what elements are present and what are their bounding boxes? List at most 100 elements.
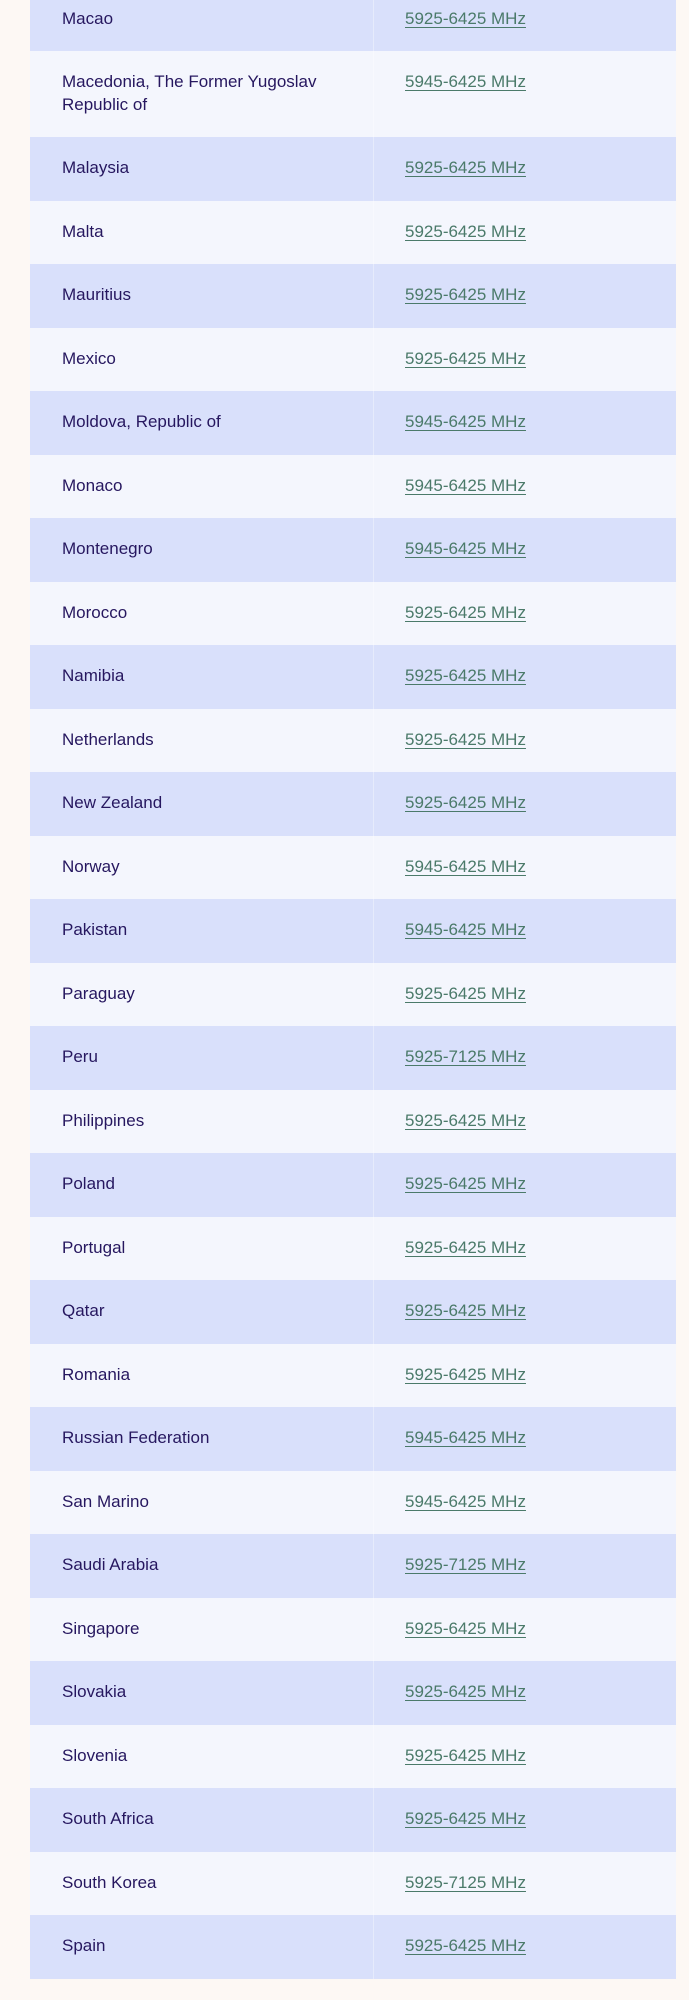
country-cell: Philippines [30, 1089, 374, 1153]
table-row: Philippines 5925-6425 MHz [30, 1089, 676, 1153]
table-row: Mauritius 5925-6425 MHz [30, 264, 676, 328]
table-row: Moldova, Republic of 5945-6425 MHz [30, 391, 676, 455]
country-cell: New Zealand [30, 772, 374, 836]
frequency-band-link[interactable]: 5925-6425 MHz [405, 1237, 526, 1257]
frequency-band-link[interactable]: 5925-6425 MHz [405, 221, 526, 241]
table-row: Spain 5925-6425 MHz [30, 1915, 676, 1979]
frequency-cell: 5925-6425 MHz [373, 645, 676, 709]
table-row: Paraguay 5925-6425 MHz [30, 962, 676, 1026]
country-cell: Saudi Arabia [30, 1534, 374, 1598]
frequency-band-link[interactable]: 5925-6425 MHz [405, 1809, 526, 1828]
country-cell: Monaco [30, 454, 374, 518]
country-cell: Qatar [30, 1280, 374, 1344]
country-cell: San Marino [30, 1470, 374, 1534]
frequency-band-link[interactable]: 5925-6425 MHz [405, 1364, 526, 1384]
frequency-cell: 5925-6425 MHz [373, 1597, 676, 1661]
country-cell: Peru [30, 1026, 374, 1090]
table-row: New Zealand 5925-6425 MHz [30, 772, 676, 836]
frequency-band-link[interactable]: 5945-6425 MHz [405, 539, 526, 558]
frequency-cell: 5925-6425 MHz [373, 1915, 676, 1979]
frequency-band-link[interactable]: 5925-6425 MHz [405, 793, 526, 812]
frequency-cell: 5945-6425 MHz [373, 518, 676, 582]
frequency-band-link[interactable]: 5925-6425 MHz [405, 1745, 526, 1765]
country-cell: Poland [30, 1153, 374, 1217]
table-row: South Korea 5925-7125 MHz [30, 1851, 676, 1915]
table-row: Malta 5925-6425 MHz [30, 200, 676, 264]
country-cell: South Africa [30, 1788, 374, 1852]
country-frequency-table: Macao 5925-6425 MHz Macedonia, The Former … [30, 0, 676, 1979]
frequency-band-link[interactable]: 5925-6425 MHz [405, 1936, 526, 1955]
country-cell: Slovakia [30, 1661, 374, 1725]
table-row: Portugal 5925-6425 MHz [30, 1216, 676, 1280]
frequency-band-link[interactable]: 5925-7125 MHz [405, 1872, 526, 1892]
frequency-cell: 5925-6425 MHz [373, 1216, 676, 1280]
frequency-cell: 5925-6425 MHz [373, 0, 676, 51]
frequency-cell: 5925-6425 MHz [373, 1280, 676, 1344]
frequency-cell: 5945-6425 MHz [373, 835, 676, 899]
frequency-cell: 5925-6425 MHz [373, 962, 676, 1026]
frequency-band-link[interactable]: 5945-6425 MHz [405, 856, 526, 876]
frequency-cell: 5945-6425 MHz [373, 1407, 676, 1471]
frequency-band-link[interactable]: 5925-6425 MHz [405, 1110, 526, 1130]
table-row: Slovakia 5925-6425 MHz [30, 1661, 676, 1725]
frequency-band-link[interactable]: 5925-6425 MHz [405, 1682, 526, 1701]
frequency-band-link[interactable]: 5945-6425 MHz [405, 1428, 526, 1447]
frequency-cell: 5945-6425 MHz [373, 454, 676, 518]
table-row: Namibia 5925-6425 MHz [30, 645, 676, 709]
frequency-band-link[interactable]: 5925-6425 MHz [405, 1618, 526, 1638]
country-cell: Romania [30, 1343, 374, 1407]
country-cell: Paraguay [30, 962, 374, 1026]
frequency-band-link[interactable]: 5925-6425 MHz [405, 1174, 526, 1193]
frequency-band-link[interactable]: 5925-6425 MHz [405, 158, 526, 177]
frequency-cell: 5925-7125 MHz [373, 1026, 676, 1090]
table-row: Slovenia 5925-6425 MHz [30, 1724, 676, 1788]
frequency-band-link[interactable]: 5925-6425 MHz [405, 1301, 526, 1320]
country-cell: Mauritius [30, 264, 374, 328]
frequency-band-link[interactable]: 5925-7125 MHz [405, 1047, 526, 1066]
frequency-cell: 5925-6425 MHz [373, 327, 676, 391]
frequency-cell: 5925-6425 MHz [373, 772, 676, 836]
frequency-cell: 5925-6425 MHz [373, 1153, 676, 1217]
country-cell: Portugal [30, 1216, 374, 1280]
table-row: Malaysia 5925-6425 MHz [30, 137, 676, 201]
country-cell: Pakistan [30, 899, 374, 963]
frequency-band-link[interactable]: 5925-7125 MHz [405, 1555, 526, 1574]
country-cell: Russian Federation [30, 1407, 374, 1471]
frequency-band-link[interactable]: 5925-6425 MHz [405, 285, 526, 304]
country-cell: Malta [30, 200, 374, 264]
frequency-band-link[interactable]: 5925-6425 MHz [405, 729, 526, 749]
frequency-band-link[interactable]: 5945-6425 MHz [405, 72, 526, 91]
frequency-band-link[interactable]: 5925-6425 MHz [405, 983, 526, 1003]
frequency-cell: 5925-6425 MHz [373, 1089, 676, 1153]
frequency-band-link[interactable]: 5925-6425 MHz [405, 8, 526, 28]
frequency-band-link[interactable]: 5925-6425 MHz [405, 666, 526, 685]
table-row: Pakistan 5945-6425 MHz [30, 899, 676, 963]
frequency-band-link[interactable]: 5945-6425 MHz [405, 412, 526, 431]
frequency-cell: 5925-6425 MHz [373, 264, 676, 328]
frequency-cell: 5945-6425 MHz [373, 899, 676, 963]
frequency-band-link[interactable]: 5925-6425 MHz [405, 348, 526, 368]
frequency-band-link[interactable]: 5945-6425 MHz [405, 1491, 526, 1511]
frequency-cell: 5925-6425 MHz [373, 581, 676, 645]
frequency-cell: 5945-6425 MHz [373, 391, 676, 455]
country-cell: Moldova, Republic of [30, 391, 374, 455]
country-cell: Netherlands [30, 708, 374, 772]
table-row: Netherlands 5925-6425 MHz [30, 708, 676, 772]
country-cell: Malaysia [30, 137, 374, 201]
table-row: Mexico 5925-6425 MHz [30, 327, 676, 391]
frequency-cell: 5925-6425 MHz [373, 1343, 676, 1407]
frequency-band-link[interactable]: 5945-6425 MHz [405, 475, 526, 495]
frequency-cell: 5925-6425 MHz [373, 1788, 676, 1852]
frequency-cell: 5925-6425 MHz [373, 1661, 676, 1725]
country-cell: Norway [30, 835, 374, 899]
table-row: Morocco 5925-6425 MHz [30, 581, 676, 645]
frequency-cell: 5925-7125 MHz [373, 1851, 676, 1915]
table-row: Norway 5945-6425 MHz [30, 835, 676, 899]
frequency-band-link[interactable]: 5925-6425 MHz [405, 602, 526, 622]
frequency-cell: 5945-6425 MHz [373, 51, 676, 137]
frequency-cell: 5925-6425 MHz [373, 200, 676, 264]
frequency-band-link[interactable]: 5945-6425 MHz [405, 920, 526, 939]
country-cell: Singapore [30, 1597, 374, 1661]
country-cell: Namibia [30, 645, 374, 709]
frequency-cell: 5925-6425 MHz [373, 137, 676, 201]
